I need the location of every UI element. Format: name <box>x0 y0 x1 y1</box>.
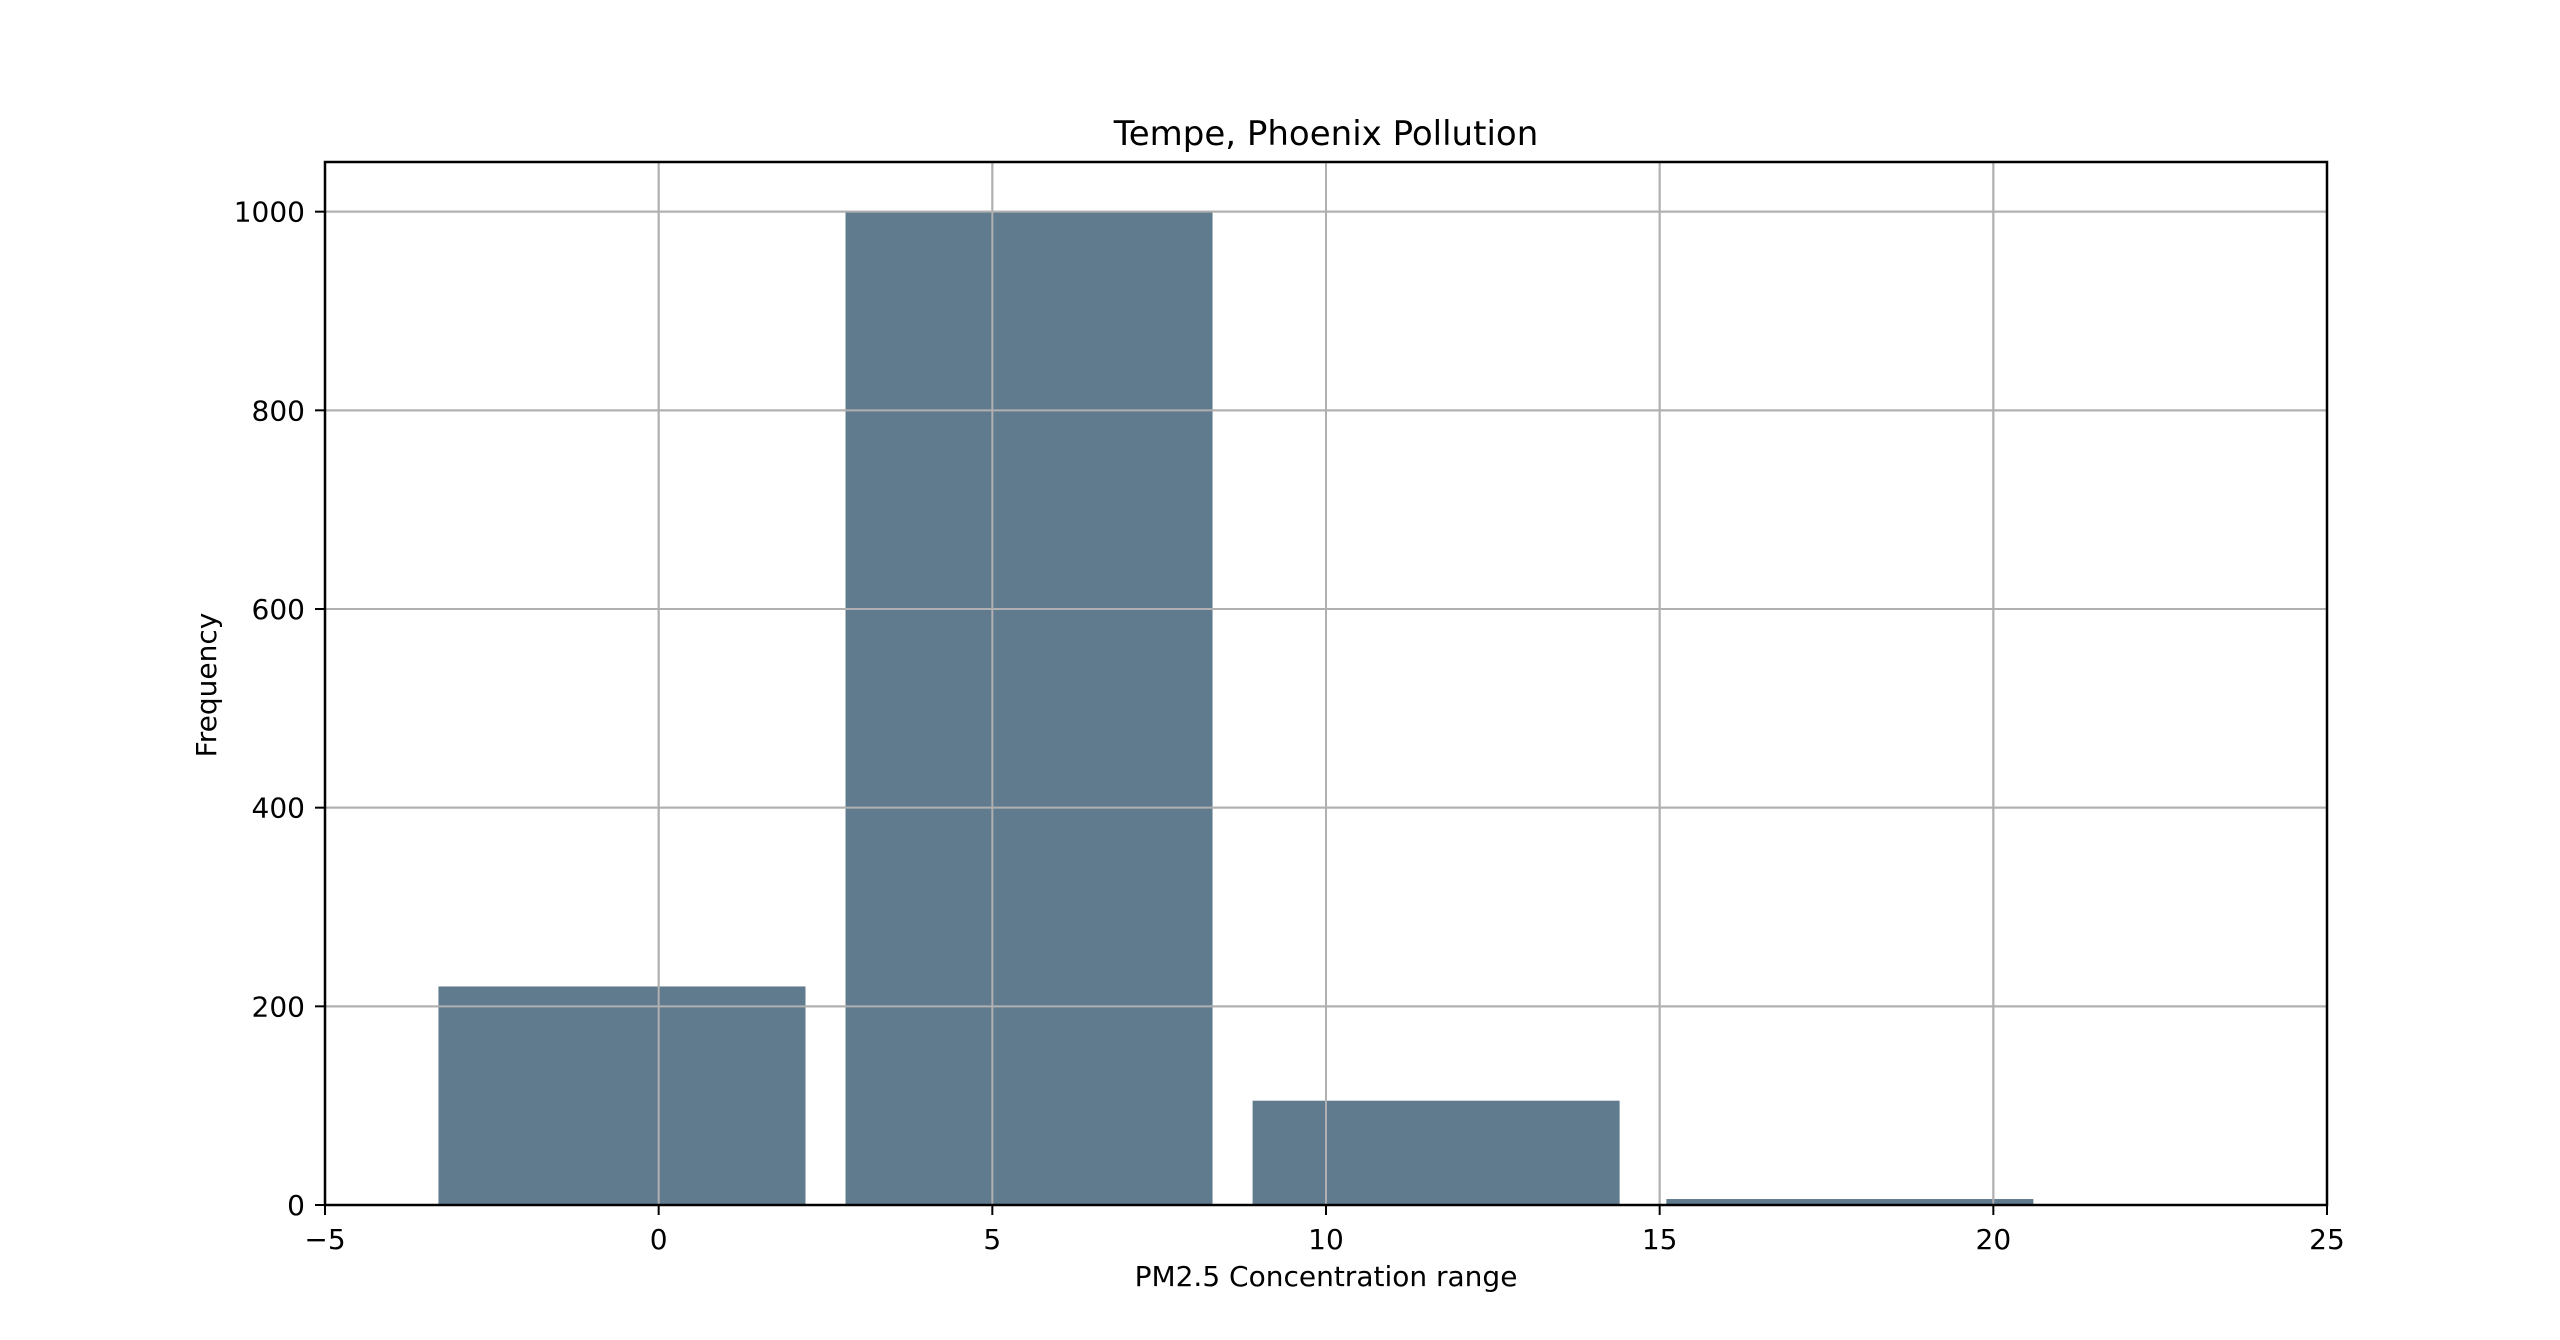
x-tick-label: −5 <box>304 1223 345 1256</box>
y-tick-label: 600 <box>252 593 305 626</box>
bar-0 <box>438 986 806 1205</box>
bars <box>324 162 2328 1206</box>
y-tick-label: 400 <box>252 792 305 825</box>
bar-2 <box>1252 1100 1620 1205</box>
x-tick-label: 0 <box>650 1223 668 1256</box>
x-tick-label: 5 <box>983 1223 1001 1256</box>
bar-3 <box>1666 1199 2034 1205</box>
x-tick-label: 20 <box>1976 1223 2012 1256</box>
x-tick-label: 25 <box>2309 1223 2345 1256</box>
y-tick-label: 800 <box>252 394 305 427</box>
x-tick-label: 15 <box>1642 1223 1678 1256</box>
x-axis-label: PM2.5 Concentration range <box>1135 1260 1518 1293</box>
bar-1 <box>845 211 1213 1205</box>
y-axis-label: Frequency <box>190 613 223 758</box>
y-tick-label: 1000 <box>234 196 305 229</box>
x-tick-label: 10 <box>1308 1223 1344 1256</box>
y-tick-label: 200 <box>252 990 305 1023</box>
y-tick-label: 0 <box>287 1189 305 1222</box>
chart-title: Tempe, Phoenix Pollution <box>1113 114 1539 154</box>
